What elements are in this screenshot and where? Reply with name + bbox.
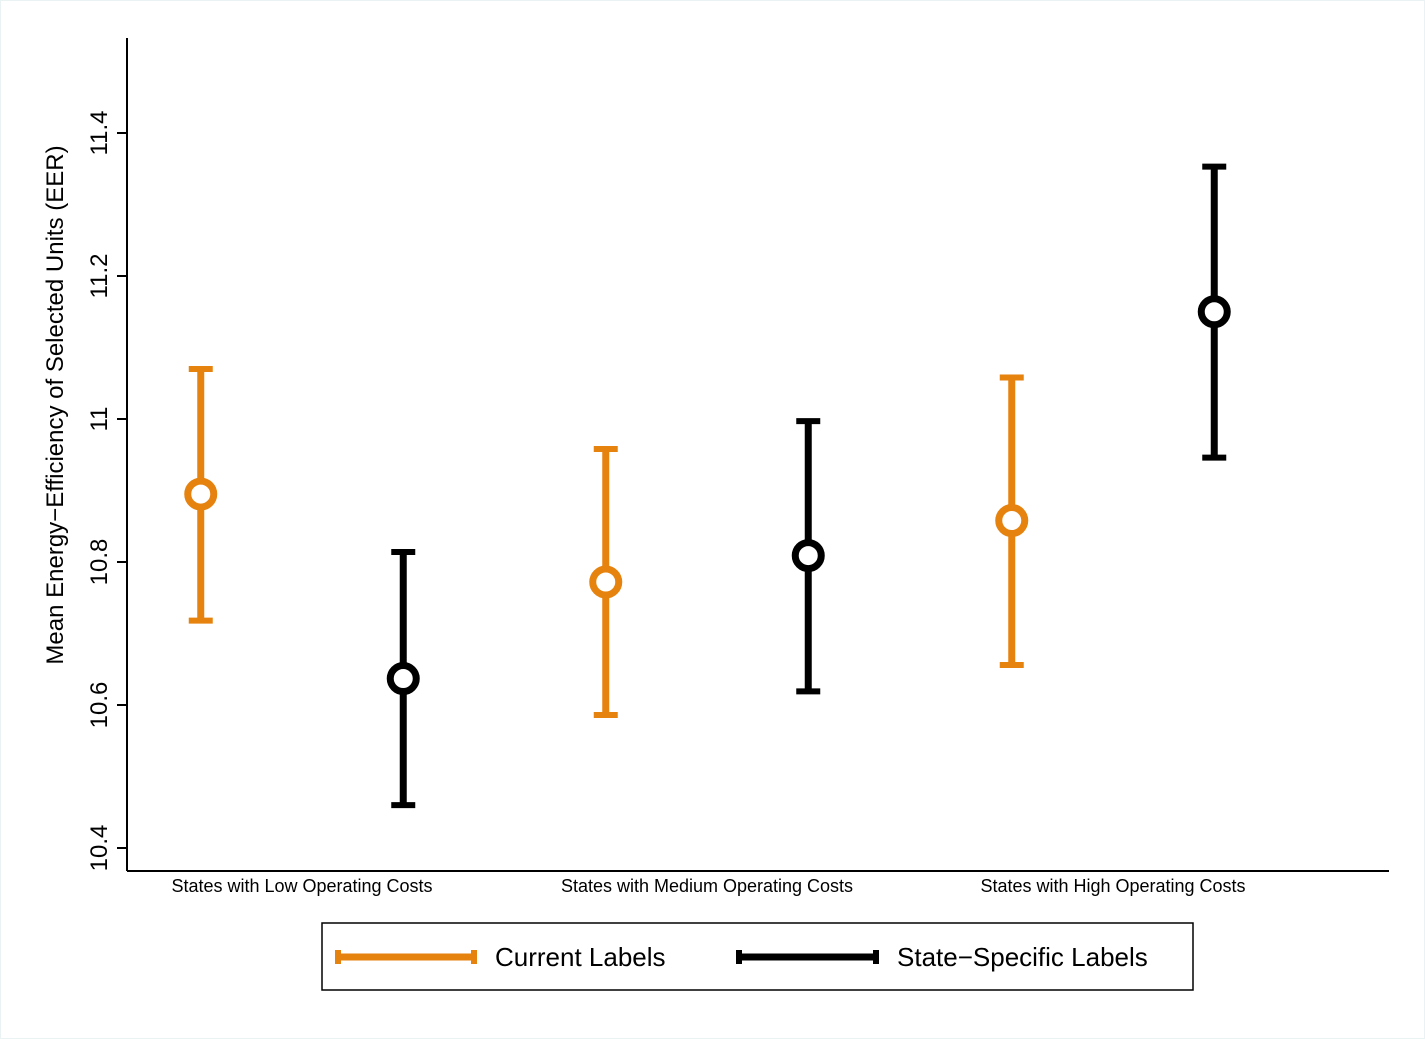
legend-item: Current Labels: [335, 942, 666, 972]
mean-marker: [386, 662, 420, 696]
y-tick-label: 10.6: [86, 682, 113, 729]
error-bar-point: [995, 374, 1029, 668]
y-tick-label: 10.8: [86, 539, 113, 586]
error-bar-point: [791, 418, 825, 695]
legend-item: State−Specific Labels: [736, 942, 1148, 972]
mean-marker: [995, 504, 1029, 538]
y-tick-label: 11.4: [86, 111, 113, 156]
x-category-label: States with Medium Operating Costs: [561, 876, 853, 896]
mean-marker: [1197, 295, 1231, 329]
mean-marker: [791, 539, 825, 573]
y-tick-label: 11: [86, 407, 113, 432]
axes: [126, 38, 1389, 872]
y-tick-label: 11.2: [86, 254, 113, 299]
error-bar-point: [1197, 163, 1231, 461]
mean-marker: [184, 477, 218, 511]
y-axis-ticks: 10.4 10.6 10.8 11 11.2 11.4: [86, 111, 127, 872]
legend: Current Labels State−Specific Labels: [321, 922, 1194, 991]
error-bar-point: [386, 548, 420, 809]
legend-label: Current Labels: [495, 942, 666, 972]
data-marks: [184, 163, 1231, 809]
y-tick-label: 10.4: [86, 825, 113, 872]
x-category-label: States with High Operating Costs: [980, 876, 1245, 896]
error-bar-point: [184, 365, 218, 624]
x-axis-categories: States with Low Operating Costs States wi…: [171, 876, 1245, 896]
y-axis-title: Mean Energy−Efficiency of Selected Units…: [42, 145, 69, 664]
x-category-label: States with Low Operating Costs: [171, 876, 432, 896]
error-bar-point: [589, 446, 623, 719]
legend-label: State−Specific Labels: [897, 942, 1148, 972]
mean-marker: [589, 565, 623, 599]
